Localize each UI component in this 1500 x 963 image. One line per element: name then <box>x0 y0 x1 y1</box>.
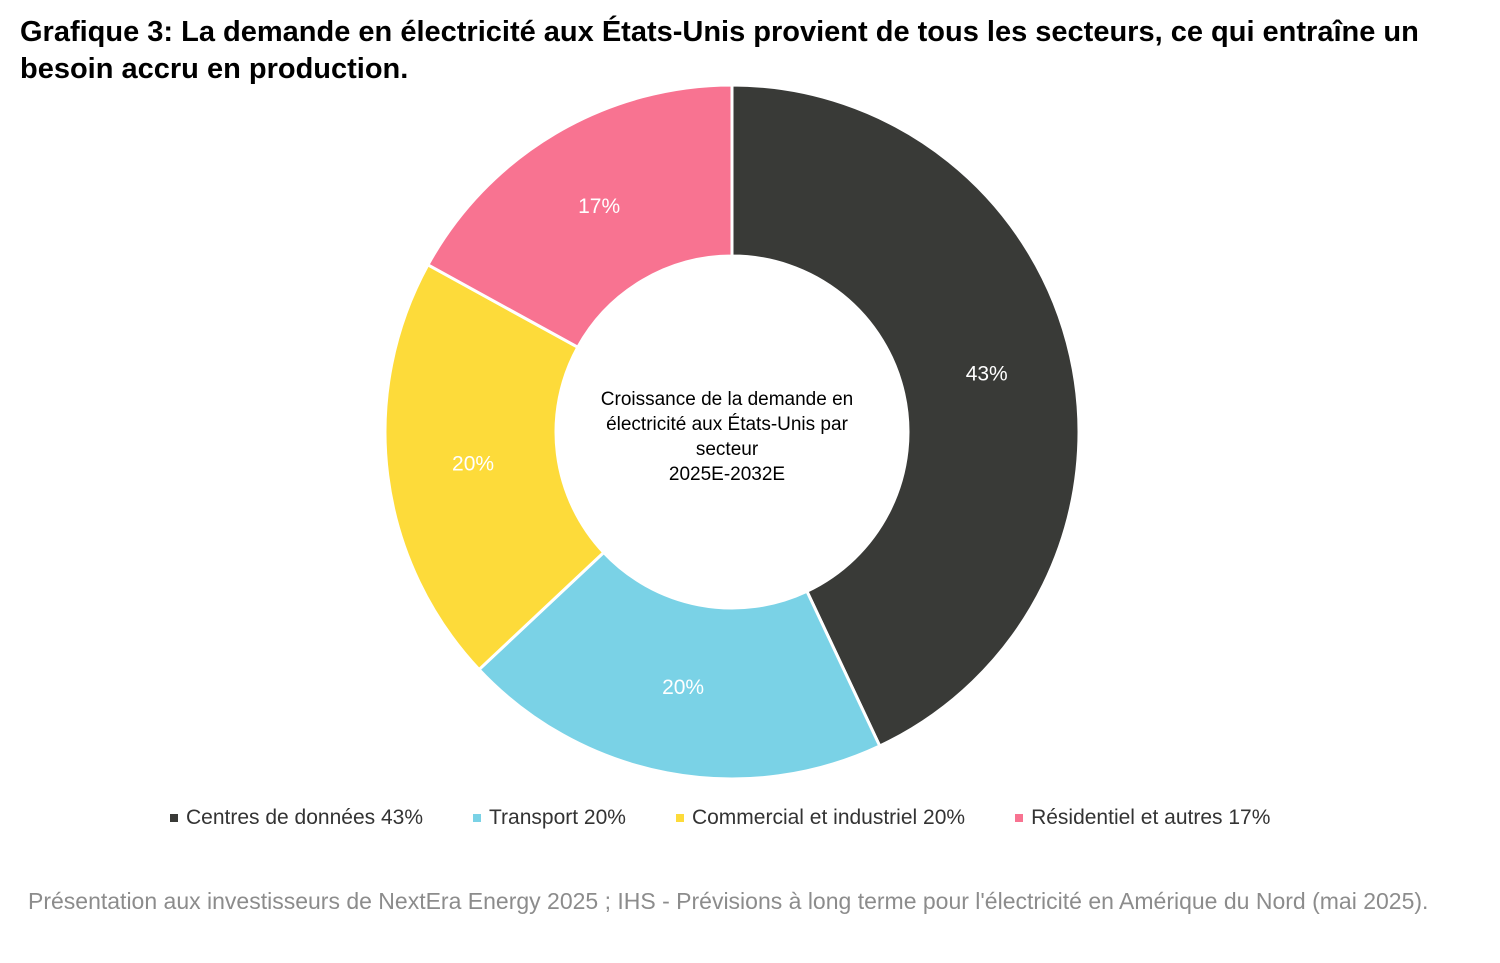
center-label-line-1: Croissance de la demande en <box>600 389 854 410</box>
data-label-commercial-et-industriel: 20% <box>452 452 494 475</box>
slice-commercial-et-industriel[interactable] <box>383 262 606 672</box>
chart-title: Grafique 3: La demande en électricité au… <box>20 16 1419 85</box>
center-label-line-3: secteur <box>695 439 759 460</box>
data-label-centres-de-donnees: 43% <box>966 363 1008 386</box>
legend-swatch-transport <box>473 814 481 822</box>
legend-item-commercial-et-industriel[interactable]: Commercial et industriel 20% <box>675 806 966 830</box>
center-label: Croissance de la demande en électricité … <box>577 387 877 487</box>
legend-item-residentiel-et-autres[interactable]: Résidentiel et autres 17% <box>1015 806 1270 830</box>
data-labels-group: 43% 20% 20% 17% <box>452 195 1008 699</box>
legend-label-residentiel-et-autres: Résidentiel et autres 17% <box>1031 806 1271 829</box>
legend-item-centres-de-donnees[interactable]: Centres de données 43% <box>170 806 423 830</box>
center-label-line-4: 2025E-2032E <box>668 464 786 485</box>
center-label-line-2: électricité aux États-Unis par <box>606 414 848 435</box>
legend-swatch-residentiel-et-autres <box>1015 814 1024 822</box>
data-label-transport: 20% <box>662 676 704 699</box>
slice-transport[interactable] <box>476 550 882 781</box>
legend-label-commercial-et-industriel: Commercial et industriel 20% <box>691 806 966 829</box>
legend: Centres de données 43% Transport 20% Com… <box>170 806 1270 830</box>
data-label-residentiel-et-autres: 17% <box>578 195 620 218</box>
legend-swatch-centres-de-donnees <box>170 814 178 822</box>
legend-item-transport[interactable]: Transport 20% <box>473 806 626 830</box>
slice-centres-de-donnees[interactable] <box>730 83 1081 748</box>
legend-swatch-commercial-et-industriel <box>675 814 684 822</box>
source-note: Présentation aux investisseurs de NextEr… <box>28 888 1429 914</box>
legend-label-centres-de-donnees: Centres de données 43% <box>186 806 423 829</box>
slices-group <box>383 83 1081 781</box>
slice-residentiel-et-autres[interactable] <box>425 83 734 350</box>
legend-label-transport: Transport 20% <box>489 806 626 829</box>
